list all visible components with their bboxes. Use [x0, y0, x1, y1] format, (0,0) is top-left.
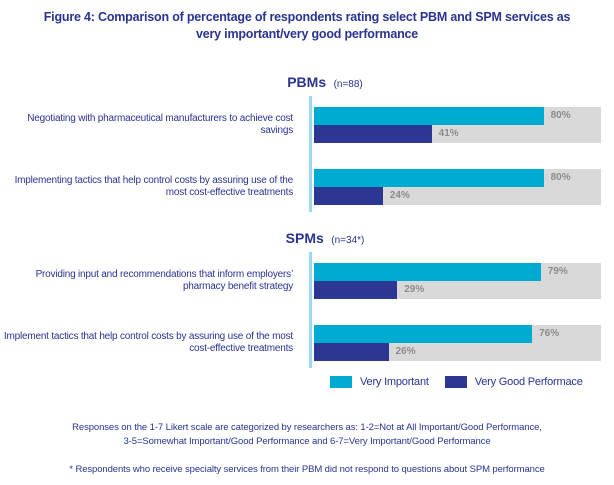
bar-row-very-good-performance: 29%: [314, 280, 601, 299]
footnote-asterisk-text: * Respondents who receive specialty serv…: [69, 464, 545, 476]
category-label: Implementing tactics that help control c…: [14, 174, 294, 198]
bar-row-very-important: 76%: [314, 324, 601, 343]
bar-row-very-important: 80%: [314, 168, 601, 187]
figure-title-line1: Figure 4: Comparison of percentage of re…: [43, 10, 571, 24]
section-header-spms: SPMs (n=34*): [0, 229, 614, 247]
value-label-very-good-performance: 29%: [404, 284, 425, 296]
pbm-bar-groups: Negotiating with pharmaceutical manufact…: [0, 95, 614, 212]
bar-very-good-performance: [314, 342, 389, 361]
bar-row-very-good-performance: 26%: [314, 342, 601, 361]
figure-title-line2: very important/very good performance: [195, 26, 419, 41]
value-label-very-important: 80%: [550, 110, 571, 122]
section-header-pbms: PBMs (n=88): [0, 73, 614, 91]
bar-very-important: [314, 106, 544, 125]
bar-very-important: [314, 262, 541, 281]
bar-very-important: [314, 324, 533, 343]
footnote-asterisk: * Respondents who receive specialty serv…: [0, 463, 614, 478]
footnote-likert-line1: Responses on the 1-7 Likert scale are ca…: [72, 421, 542, 433]
value-label-very-important: 76%: [539, 328, 560, 340]
bar-very-good-performance: [314, 280, 398, 299]
value-label-very-important: 80%: [550, 172, 571, 184]
bar-track: 76% 26%: [314, 324, 601, 361]
pbm-axis-line: [309, 95, 312, 212]
bar-group-spm-providing-input: Providing input and recommendations that…: [0, 262, 614, 299]
section-label-spms: SPMs: [285, 229, 324, 246]
bar-row-very-good-performance: 24%: [314, 186, 601, 205]
bar-very-good-performance: [314, 186, 383, 205]
bar-row-very-important: 79%: [314, 262, 601, 281]
value-label-very-important: 79%: [547, 266, 568, 278]
bar-track: 79% 29%: [314, 262, 601, 299]
value-label-very-good-performance: 26%: [395, 346, 416, 358]
bar-very-important: [314, 168, 544, 187]
category-label: Providing input and recommendations that…: [35, 268, 294, 292]
value-label-very-good-performance: 41%: [438, 128, 459, 140]
bar-very-good-performance: [314, 124, 432, 143]
bar-row-very-good-performance: 41%: [314, 124, 601, 143]
legend-item-very-good-performance: Very Good Performace: [444, 375, 583, 388]
bar-group-pbm-negotiating: Negotiating with pharmaceutical manufact…: [0, 106, 614, 143]
bar-row-very-important: 80%: [314, 106, 601, 125]
sample-size-pbms: (n=88): [333, 78, 363, 90]
bar-track: 80% 24%: [314, 168, 601, 205]
bar-track: 80% 41%: [314, 106, 601, 143]
bar-group-spm-implement: Implement tactics that help control cost…: [0, 324, 614, 361]
footnote-likert-line2: 3-5=Somewhat Important/Good Performance …: [123, 436, 491, 448]
value-label-very-good-performance: 24%: [389, 190, 410, 202]
legend: Very Important Very Good Performace: [330, 375, 614, 388]
category-label: Negotiating with pharmaceutical manufact…: [27, 112, 293, 136]
sample-size-spms: (n=34*): [331, 234, 365, 246]
spm-bar-groups: Providing input and recommendations that…: [0, 251, 614, 368]
legend-item-very-important: Very Important: [330, 375, 429, 388]
category-label: Implement tactics that help control cost…: [3, 330, 293, 354]
legend-label-very-good-performance: Very Good Performace: [474, 375, 583, 388]
footnote-likert-scale: Responses on the 1-7 Likert scale are ca…: [0, 421, 614, 450]
section-label-pbms: PBMs: [287, 73, 327, 90]
legend-label-very-important: Very Important: [360, 375, 429, 388]
figure-title: Figure 4: Comparison of percentage of re…: [0, 0, 614, 43]
spm-axis-line: [309, 251, 312, 368]
bar-group-pbm-implementing: Implementing tactics that help control c…: [0, 168, 614, 205]
legend-swatch-very-good-performance-icon: [444, 375, 467, 388]
legend-swatch-very-important-icon: [330, 375, 352, 388]
